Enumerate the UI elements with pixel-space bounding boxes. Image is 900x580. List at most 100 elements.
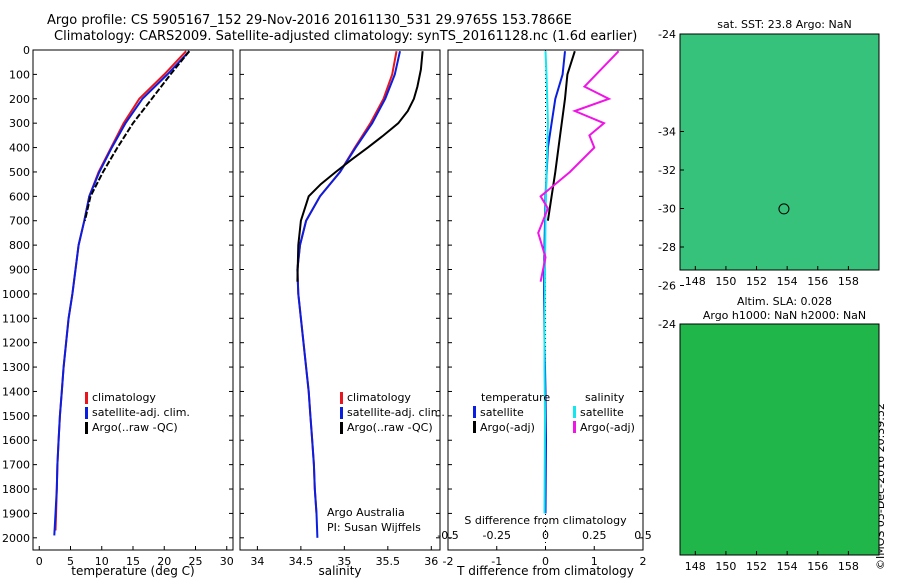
x-tick-label: 34.5 (289, 555, 314, 568)
y-tick-label: 1900 (2, 507, 30, 520)
x-tick-label: 10 (95, 555, 109, 568)
sst-map: 148 150 152 154 156 158 -24 -26 -28 -30 -32 -34 sat.… (658, 0, 880, 288)
y-tick-label: -26 (658, 0, 676, 2)
x-tick-label: 2 (640, 555, 647, 568)
series-line (296, 50, 401, 538)
x-axis-label: temperature (deg C) (71, 564, 194, 578)
x-tick-label: 156 (807, 275, 828, 288)
profile-panel-3: -2 -1 0 1 2 T difference from climatology -0.5… (437, 49, 652, 578)
profile-panel-1: 0 5 10 15 20 25 30 temperature (deg C) 0 100 200 30… (2, 44, 234, 578)
x-tick-label: 35 (337, 555, 351, 568)
annotation: PI: Susan Wijffels (327, 521, 421, 534)
legend-label: Argo(..raw -QC) (347, 421, 433, 434)
y-tick-label: 200 (9, 93, 30, 106)
legend-label: satellite (480, 406, 524, 419)
x-tick-label: 36 (424, 555, 438, 568)
top-axis-label: S difference from climatology (464, 514, 627, 527)
map-title: Altim. SLA: 0.028 (737, 295, 832, 308)
x-tick-label: 156 (807, 560, 828, 573)
x-tick-label: 154 (777, 275, 798, 288)
top-tick-label: -0.5 (437, 529, 458, 542)
figure-title-line2: Climatology: CARS2009. Satellite-adjuste… (54, 29, 638, 44)
x-tick-label: 154 (777, 560, 798, 573)
x-tick-label: 152 (746, 560, 767, 573)
sst-patch (770, 0, 850, 1)
x-tick-label: -1 (491, 555, 502, 568)
ocean-field (680, 324, 879, 555)
y-tick-label: 1400 (2, 385, 30, 398)
y-tick-label: 500 (9, 166, 30, 179)
top-tick-label: 0 (542, 529, 549, 542)
x-tick-label: -2 (443, 555, 454, 568)
x-tick-label: 158 (838, 560, 859, 573)
y-tick-label: 1300 (2, 361, 30, 374)
y-tick-label: 1000 (2, 288, 30, 301)
legend-swatch (573, 421, 576, 433)
argo-position-marker (778, 203, 790, 215)
legend-swatch (85, 392, 88, 404)
x-tick-label: 148 (685, 275, 706, 288)
x-tick-label: 35.5 (376, 555, 401, 568)
series-line (537, 50, 620, 282)
x-tick-label: 158 (838, 275, 859, 288)
y-tick-label: -28 (658, 241, 676, 254)
legend-swatch (85, 422, 88, 434)
y-tick-label: 1500 (2, 410, 30, 423)
figure-title-line1: Argo profile: CS 5905167_152 29-Nov-2016… (47, 13, 572, 28)
x-tick-label: 30 (220, 555, 234, 568)
series-line (296, 51, 424, 282)
series-line (546, 50, 576, 221)
x-tick-label: 150 (715, 275, 736, 288)
legend-label: Argo(..raw -QC) (92, 421, 178, 434)
legend-label: Argo(-adj) (580, 421, 635, 434)
y-tick-label: 800 (9, 239, 30, 252)
x-tick-label: 5 (67, 555, 74, 568)
y-tick-label: 700 (9, 215, 30, 228)
y-tick-label: 1200 (2, 337, 30, 350)
legend-label: Argo(-adj) (480, 421, 535, 434)
legend-label: satellite (580, 406, 624, 419)
legend-swatch (573, 406, 576, 418)
y-tick-label: 1800 (2, 483, 30, 496)
y-tick-label: 2000 (2, 532, 30, 545)
legend-swatch (473, 421, 476, 433)
series-line (53, 50, 191, 536)
x-tick-label: 0 (36, 555, 43, 568)
map-frame (679, 33, 880, 271)
y-tick-label: -26 (658, 280, 676, 293)
profile-panel-2: 34 34.5 35 35.5 36 salinity climatology satelli… (239, 49, 445, 578)
legend-swatch (473, 406, 476, 418)
map-title: sat. SST: 23.8 Argo: NaN (717, 18, 851, 31)
legend-swatch (340, 422, 343, 434)
y-tick-label: 300 (9, 117, 30, 130)
map-frame (679, 323, 880, 556)
x-tick-label: 152 (746, 275, 767, 288)
x-tick-label: 0 (542, 555, 549, 568)
annotation: Argo Australia (327, 506, 405, 519)
y-tick-label: 1100 (2, 312, 30, 325)
legend-title: salinity (585, 391, 625, 404)
panel-frame (239, 49, 441, 551)
top-tick-label: 0.5 (634, 529, 652, 542)
series-line (543, 51, 549, 514)
series-line (83, 50, 191, 221)
legend-swatch (340, 392, 343, 404)
y-tick-label: -32 (658, 164, 676, 177)
legend-label: satellite-adj. clim. (347, 406, 445, 419)
y-tick-label: -30 (658, 203, 676, 216)
x-tick-label: 20 (157, 555, 171, 568)
legend-title: temperature (481, 391, 550, 404)
x-axis-label: T difference from climatology (456, 564, 634, 578)
y-tick-label: -24 (658, 28, 676, 41)
top-tick-label: 0.25 (582, 529, 607, 542)
x-axis-label: salinity (318, 564, 361, 578)
x-tick-label: 15 (126, 555, 140, 568)
x-tick-label: 150 (715, 560, 736, 573)
y-tick-label: -34 (658, 126, 676, 139)
map-field (680, 0, 879, 270)
x-tick-label: 34 (250, 555, 264, 568)
y-tick-label: -24 (658, 318, 676, 331)
ocean-field (680, 34, 879, 270)
y-tick-label: 1600 (2, 434, 30, 447)
